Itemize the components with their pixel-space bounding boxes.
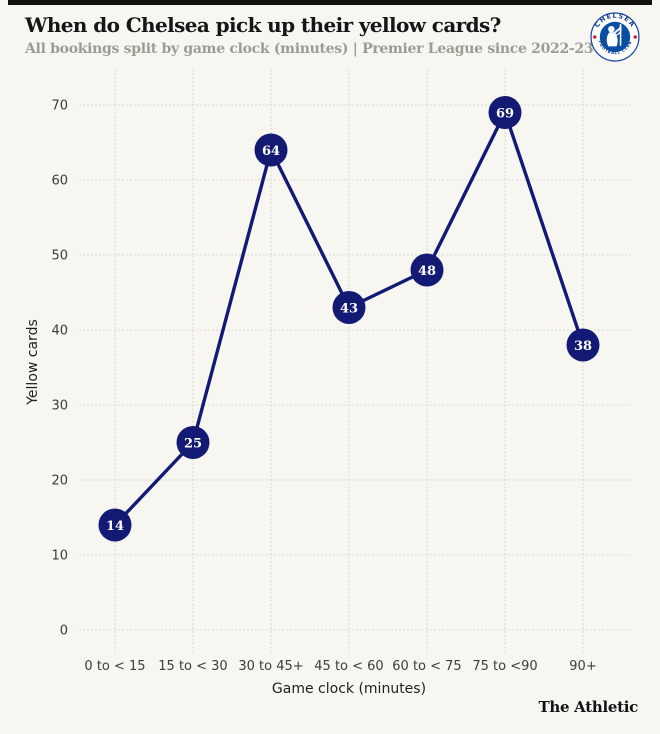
data-point-value-4: 48 (418, 264, 436, 279)
x-tick-label-4: 60 to < 75 (392, 659, 461, 674)
y-tick-label-50: 50 (51, 249, 68, 264)
data-point-value-3: 43 (340, 301, 358, 316)
y-tick-label-0: 0 (60, 624, 68, 639)
y-tick-label-60: 60 (51, 174, 68, 189)
data-point-5 (488, 96, 522, 129)
data-point-value-0: 14 (106, 519, 124, 534)
y-tick-label-30: 30 (51, 399, 68, 414)
y-tick-label-10: 10 (51, 549, 68, 564)
crest-red-dot-left (593, 35, 597, 39)
data-point-1 (176, 426, 210, 459)
x-tick-label-6: 90+ (569, 659, 596, 674)
data-point-value-6: 38 (574, 339, 592, 354)
x-tick-label-3: 45 to < 60 (314, 659, 383, 674)
x-tick-label-5: 75 to <90 (472, 659, 537, 674)
crest-lion-icon (606, 23, 622, 47)
data-point-value-5: 69 (496, 106, 514, 121)
chelsea-crest-logo: CHELSEA FOOTBALL CLUB (590, 12, 640, 62)
data-point-3 (332, 291, 366, 324)
x-axis-title: Game clock (minutes) (272, 681, 426, 697)
page-title: When do Chelsea pick up their yellow car… (25, 13, 501, 37)
the-athletic-logo: The Athletic (538, 698, 639, 716)
data-point-0 (98, 508, 132, 542)
data-point-4 (410, 253, 444, 287)
y-tick-label-40: 40 (51, 324, 68, 339)
y-tick-label-20: 20 (51, 474, 68, 489)
y-axis-title: Yellow cards (25, 319, 41, 406)
x-tick-label-2: 30 to 45+ (238, 659, 303, 674)
chelsea-crest-icon: CHELSEA FOOTBALL CLUB (590, 12, 640, 62)
page-subtitle: All bookings split by game clock (minute… (25, 41, 594, 57)
data-point-value-1: 25 (184, 436, 202, 451)
x-tick-label-1: 15 to < 30 (158, 659, 227, 674)
data-point-2 (254, 133, 288, 167)
crest-red-dot-right (633, 35, 637, 39)
top-accent-bar (8, 0, 652, 5)
y-tick-label-70: 70 (51, 99, 68, 114)
data-point-6 (566, 328, 600, 362)
x-tick-label-0: 0 to < 15 (84, 659, 145, 674)
data-point-value-2: 64 (262, 144, 280, 159)
